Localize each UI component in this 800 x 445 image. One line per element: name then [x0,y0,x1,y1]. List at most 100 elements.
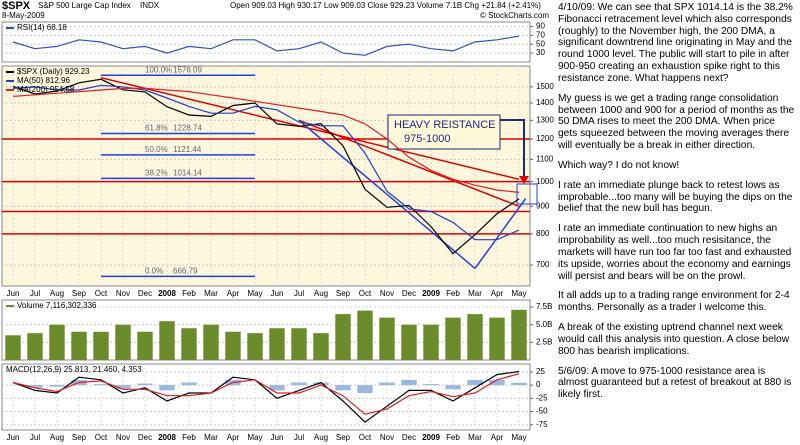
x-tick-label: Jul [294,433,304,442]
bar [291,382,307,386]
index-name: S&P 500 Large Cap Index [38,1,131,10]
x-tick-label: Jun [7,289,20,298]
bar [467,379,483,386]
legend-label: $SPX (Daily) 929.23 [17,67,90,76]
bar [5,335,21,360]
panel-background [1,363,531,431]
fib-pct: 0.0% [145,267,163,276]
x-tick-label: Mar [204,289,218,298]
trendline [474,198,527,269]
legend-label: MA(200) 954.58 [17,85,75,94]
y-tick-label: 900 [536,201,550,210]
y-tick-label: -50 [536,407,548,416]
y-tick-label: 0 [536,380,541,389]
x-tick-label: May [247,433,262,442]
series-line [12,87,520,193]
x-tick-label: Jun [271,433,284,442]
x-tick-label: Apr [491,433,504,442]
x-tick-label: Sep [336,289,351,298]
x-tick-label: Nov [116,433,130,442]
bar [423,324,439,360]
series-line [12,84,520,241]
bar [27,333,43,360]
y-tick-label: 1400 [536,98,554,107]
fib-value: 666.79 [173,267,198,276]
x-tick-label: Oct [359,289,372,298]
x-tick-label: Mar [204,433,218,442]
bar [357,310,373,360]
x-tick-label: Sep [72,289,87,298]
bar [181,328,197,360]
fib-pct: 61.8% [145,124,168,133]
y-tick-label: 700 [536,260,550,269]
panel-background [1,65,531,287]
bar [269,385,285,391]
x-tick-label: Jul [30,289,40,298]
paragraph: 5/6/09: A move to 975-1000 resistance ar… [558,365,792,401]
bar [203,324,219,360]
x-tick-label: May [247,289,262,298]
quote: Open 909.03 High 930.17 Low 909.03 Close… [230,1,541,10]
bar [379,382,395,386]
paragraph: Which way? I do not know! [558,159,680,171]
bar [445,317,461,360]
bar [423,384,439,386]
x-tick-label: Nov [116,289,130,298]
x-tick-label: Feb [182,433,196,442]
bar [313,382,329,386]
y-tick-label: 1300 [536,115,554,124]
x-tick-label: May [511,433,526,442]
bar [401,324,417,360]
y-tick-label: 1100 [536,154,554,163]
target-box [516,183,538,205]
paragraph: I rate an immediate plunge back to retes… [558,179,793,215]
x-tick-label: Jun [7,433,20,442]
paragraph: My guess is we get a trading range conso… [558,92,795,152]
bar [247,333,263,360]
x-tick-label: Mar [468,289,482,298]
y-tick-label: 7.5B [536,302,552,311]
fib-value: 1228.74 [173,124,202,133]
bar [49,324,65,360]
bar [93,331,109,360]
bar [489,317,505,360]
x-tick-label: Oct [95,433,108,442]
fib-value: 1576.09 [173,65,202,74]
bar [137,383,153,386]
bar [269,328,285,360]
legend-label: RSI(14) 68.18 [17,23,67,32]
x-tick-label: Jun [271,289,284,298]
panel-background [1,299,531,361]
x-tick-label: Nov [380,289,394,298]
bar [159,385,175,391]
fib-pct: 38.2% [145,168,168,177]
x-tick-label: Feb [446,289,460,298]
bar [335,314,351,360]
bar [511,382,527,386]
paragraph: 4/10/09: We can see that SPX 1014.14 is … [558,2,793,84]
y-tick-label: -75 [536,420,548,429]
x-tick-label: Aug [314,433,328,442]
y-tick-label: 2.5B [536,337,552,346]
x-tick-label: Apr [491,289,504,298]
x-tick-label: Dec [138,289,152,298]
x-tick-label: 2008 [158,433,176,442]
annotation-text: HEAVY REISTANCE [394,119,495,131]
credit: © StockCharts.com [480,11,549,20]
bar [27,385,43,388]
y-tick-label: 25 [536,367,545,376]
fib-pct: 100.0% [145,65,172,74]
bar [379,317,395,360]
panel-background [1,21,531,63]
x-tick-label: Dec [138,433,152,442]
annotation-arrow [500,119,525,178]
x-tick-label: 2008 [158,289,176,298]
y-tick-label: 1500 [536,82,554,91]
x-tick-label: Apr [227,289,240,298]
bar [225,331,241,360]
x-tick-label: 2009 [422,289,440,298]
bar [181,382,197,386]
y-tick-label: 50 [536,39,545,48]
